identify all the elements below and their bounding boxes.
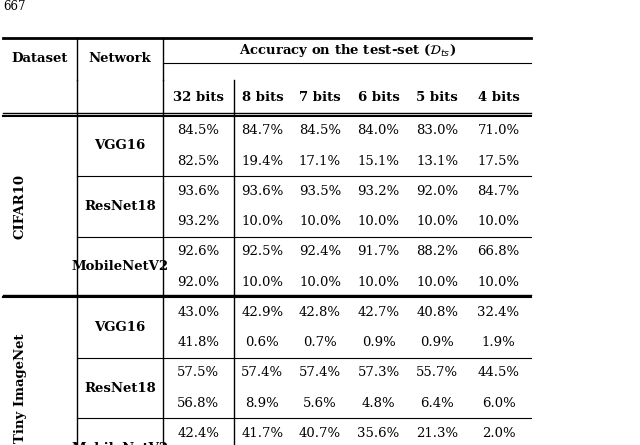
Text: Accuracy on the test-set ($\mathcal{D}_{ts}$): Accuracy on the test-set ($\mathcal{D}_{… (239, 42, 456, 60)
Text: ResNet18: ResNet18 (84, 381, 156, 395)
Text: 0.6%: 0.6% (246, 336, 279, 349)
Text: 10.0%: 10.0% (416, 275, 458, 289)
Text: 83.0%: 83.0% (416, 124, 458, 138)
Text: 19.4%: 19.4% (241, 154, 284, 168)
Text: 66.8%: 66.8% (477, 245, 520, 259)
Text: 0.9%: 0.9% (362, 336, 396, 349)
Text: 17.1%: 17.1% (299, 154, 341, 168)
Text: 6.0%: 6.0% (482, 396, 515, 410)
Text: 93.2%: 93.2% (357, 185, 400, 198)
Text: 84.7%: 84.7% (241, 124, 284, 138)
Text: 41.7%: 41.7% (241, 427, 284, 440)
Text: 92.5%: 92.5% (241, 245, 284, 259)
Text: 5.6%: 5.6% (303, 396, 337, 410)
Text: 5 bits: 5 bits (416, 91, 458, 105)
Text: 92.4%: 92.4% (299, 245, 341, 259)
Text: 84.7%: 84.7% (477, 185, 520, 198)
Text: 57.4%: 57.4% (241, 366, 284, 380)
Text: 32.4%: 32.4% (477, 306, 520, 319)
Text: MobileNetV2: MobileNetV2 (72, 260, 168, 274)
Text: 10.0%: 10.0% (358, 275, 399, 289)
Text: 56.8%: 56.8% (177, 396, 220, 410)
Text: 667: 667 (3, 0, 26, 13)
Text: CIFAR10: CIFAR10 (14, 174, 27, 239)
Text: 88.2%: 88.2% (416, 245, 458, 259)
Text: 21.3%: 21.3% (416, 427, 458, 440)
Text: 10.0%: 10.0% (241, 215, 284, 228)
Text: 57.3%: 57.3% (357, 366, 400, 380)
Text: 10.0%: 10.0% (241, 275, 284, 289)
Text: 44.5%: 44.5% (477, 366, 520, 380)
Text: 10.0%: 10.0% (416, 215, 458, 228)
Text: Dataset: Dataset (12, 53, 68, 65)
Text: 42.8%: 42.8% (299, 306, 341, 319)
Text: 10.0%: 10.0% (299, 275, 341, 289)
Text: 40.7%: 40.7% (299, 427, 341, 440)
Text: 4 bits: 4 bits (477, 91, 520, 105)
Text: 57.4%: 57.4% (299, 366, 341, 380)
Text: 6.4%: 6.4% (420, 396, 454, 410)
Text: 10.0%: 10.0% (299, 215, 341, 228)
Text: 13.1%: 13.1% (416, 154, 458, 168)
Text: Network: Network (88, 53, 152, 65)
Text: ResNet18: ResNet18 (84, 200, 156, 213)
Text: 93.2%: 93.2% (177, 215, 220, 228)
Text: 8 bits: 8 bits (241, 91, 284, 105)
Text: 55.7%: 55.7% (416, 366, 458, 380)
Text: 93.5%: 93.5% (299, 185, 341, 198)
Text: 7 bits: 7 bits (299, 91, 341, 105)
Text: 92.0%: 92.0% (416, 185, 458, 198)
Text: 0.7%: 0.7% (303, 336, 337, 349)
Text: VGG16: VGG16 (94, 321, 146, 334)
Text: 35.6%: 35.6% (357, 427, 400, 440)
Text: 40.8%: 40.8% (416, 306, 458, 319)
Text: 10.0%: 10.0% (477, 275, 520, 289)
Text: 6 bits: 6 bits (358, 91, 399, 105)
Text: 92.0%: 92.0% (177, 275, 220, 289)
Text: 8.9%: 8.9% (246, 396, 279, 410)
Text: 57.5%: 57.5% (177, 366, 220, 380)
Text: 4.8%: 4.8% (362, 396, 396, 410)
Text: 93.6%: 93.6% (241, 185, 284, 198)
Text: 32 bits: 32 bits (173, 91, 224, 105)
Text: 10.0%: 10.0% (477, 215, 520, 228)
Text: 42.4%: 42.4% (177, 427, 220, 440)
Text: 84.0%: 84.0% (358, 124, 399, 138)
Text: 15.1%: 15.1% (358, 154, 399, 168)
Text: 71.0%: 71.0% (477, 124, 520, 138)
Text: MobileNetV2: MobileNetV2 (72, 442, 168, 445)
Text: 93.6%: 93.6% (177, 185, 220, 198)
Text: 1.9%: 1.9% (482, 336, 515, 349)
Text: 92.6%: 92.6% (177, 245, 220, 259)
Text: 0.9%: 0.9% (420, 336, 454, 349)
Text: 10.0%: 10.0% (358, 215, 399, 228)
Text: 84.5%: 84.5% (299, 124, 341, 138)
Text: 2.0%: 2.0% (482, 427, 515, 440)
Text: 41.8%: 41.8% (177, 336, 220, 349)
Text: 91.7%: 91.7% (357, 245, 400, 259)
Text: VGG16: VGG16 (94, 139, 146, 153)
Text: 43.0%: 43.0% (177, 306, 220, 319)
Text: Tiny ImageNet: Tiny ImageNet (14, 333, 27, 443)
Text: 82.5%: 82.5% (177, 154, 220, 168)
Text: 84.5%: 84.5% (177, 124, 220, 138)
Text: 17.5%: 17.5% (477, 154, 520, 168)
Text: 42.7%: 42.7% (358, 306, 399, 319)
Text: 42.9%: 42.9% (241, 306, 284, 319)
